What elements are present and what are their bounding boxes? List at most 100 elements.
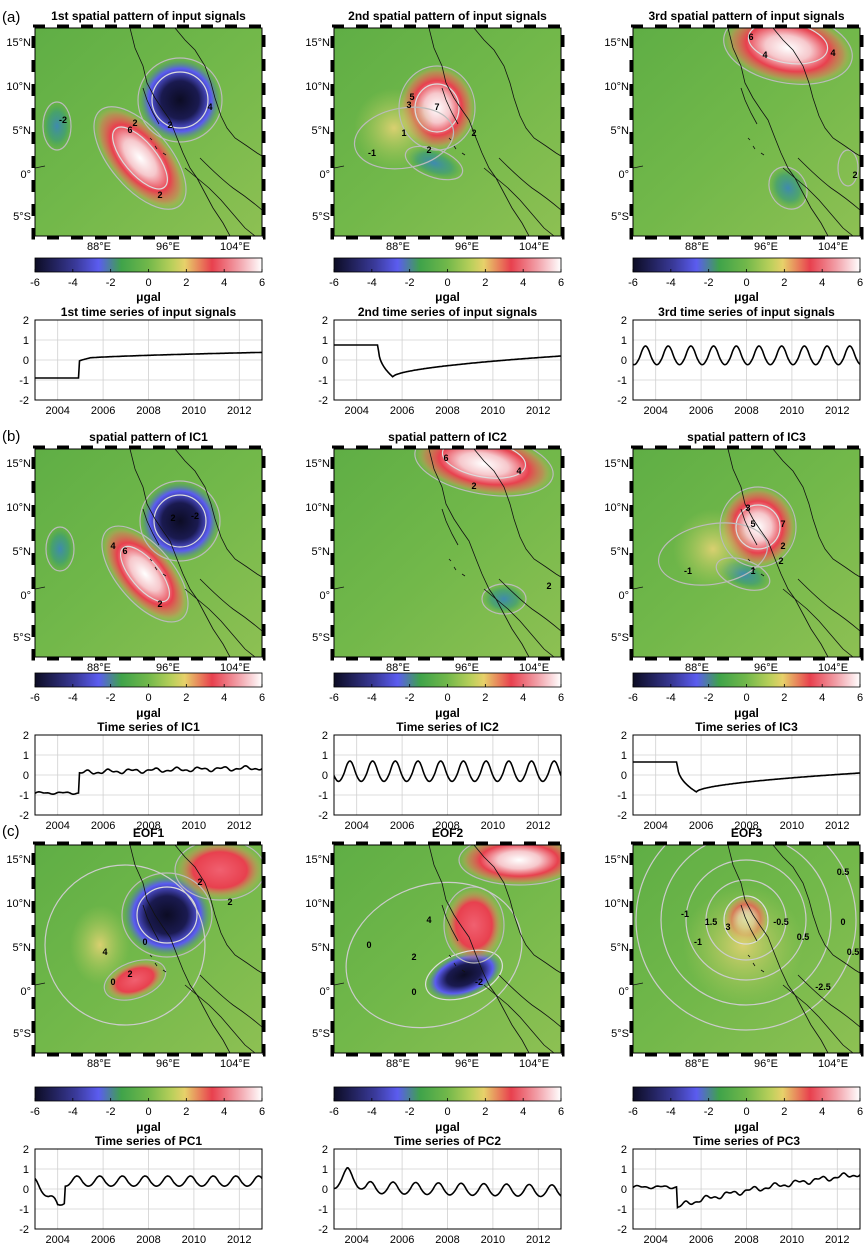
map-border — [330, 841, 565, 1057]
lat-tick-label: 5°N — [611, 125, 630, 137]
series-line — [633, 1172, 860, 1210]
map-frame — [34, 27, 263, 237]
colorbar-tick-label: -2 — [405, 1106, 415, 1118]
lat-tick-label: 0° — [20, 169, 31, 181]
lat-tick-label: 10°N — [6, 81, 31, 93]
lat-tick-label: 10°N — [604, 81, 629, 93]
y-tick-label: -1 — [19, 375, 29, 387]
map-frame — [34, 844, 263, 1054]
map-area: 64 42 — [633, 28, 860, 236]
contour-line — [458, 845, 561, 886]
coastline — [772, 845, 860, 974]
colorbar-tick-label: 4 — [520, 277, 526, 289]
y-tick-label: 1 — [322, 750, 328, 762]
y-tick-label: -2 — [617, 1224, 627, 1236]
lon-tick-label: 88°E — [87, 241, 111, 253]
y-tick-label: 0 — [23, 770, 29, 782]
contour-line — [657, 522, 769, 586]
plot-area — [35, 351, 262, 379]
colorbar-tick-label: 2 — [482, 277, 488, 289]
series-title: 1st time series of input signals — [61, 305, 237, 319]
spatial-map: 4 6 2 2 -2 15°N 10°N 5°N 0° 5°S 88°E 96°E 104°E — [6, 445, 266, 674]
colorbar-tick-label: -6 — [628, 692, 638, 704]
spatial-map: 53 7 2 1 2 -1 15°N 10°N 5°N 0° 5°S 88°E 96°E 104°E — [305, 24, 565, 253]
series-line — [633, 345, 860, 366]
colorbar-tick-label: 6 — [259, 1106, 265, 1118]
y-tick-label: -2 — [19, 810, 29, 822]
lat-tick-label: 10°N — [6, 502, 31, 514]
colorbar-tick-label: 4 — [221, 277, 227, 289]
lat-tick-label: 15°N — [6, 458, 31, 470]
y-tick-label: 0 — [621, 355, 627, 367]
colorbar-unit: μgal — [136, 706, 161, 720]
coastline — [797, 974, 860, 1028]
contour-label: 2 — [471, 481, 476, 491]
colorbar-tick-label: 6 — [259, 692, 265, 704]
plot-area — [633, 345, 860, 366]
contour-label: 3 — [406, 100, 411, 110]
y-tick-label: 1 — [23, 335, 29, 347]
contour-line — [441, 449, 527, 479]
contour-label: 1 — [401, 128, 406, 138]
x-tick-label: 2010 — [481, 1234, 505, 1246]
contour-label: 2 — [132, 118, 137, 128]
x-tick-label: 2004 — [344, 1234, 368, 1246]
x-tick-label: 2008 — [435, 820, 459, 832]
coastline — [142, 87, 160, 125]
colorbar-tick-label: -4 — [367, 1106, 377, 1118]
coastline — [740, 87, 758, 125]
contour-line — [353, 106, 455, 170]
contour-label: 2 — [411, 952, 416, 962]
x-tick-label: 2010 — [780, 820, 804, 832]
lat-tick-label: 5°N — [611, 546, 630, 558]
x-tick-label: 2006 — [390, 405, 414, 417]
plot-area — [633, 1172, 860, 1210]
coastline — [727, 28, 829, 236]
x-tick-label: 2010 — [182, 820, 206, 832]
contour-line — [44, 864, 206, 1026]
coastline — [797, 157, 860, 211]
contour-label: 2 — [197, 877, 202, 887]
x-tick-label: 2012 — [526, 820, 550, 832]
map-title: EOF3 — [731, 826, 763, 840]
colorbar-tick-label: 4 — [520, 1106, 526, 1118]
x-tick-label: 2012 — [227, 1234, 251, 1246]
lon-tick-label: 96°E — [754, 662, 778, 674]
contour-label: 4 — [426, 915, 431, 925]
y-tick-label: -1 — [318, 1204, 328, 1216]
plot-border — [34, 1148, 263, 1230]
colorbar-tick-label: 4 — [221, 1106, 227, 1118]
colorbar-unit: μgal — [435, 1120, 460, 1134]
contour-label: 6 — [443, 453, 448, 463]
plot-border — [632, 734, 861, 816]
coastline — [35, 165, 46, 169]
contour-label: 5 — [409, 92, 414, 102]
lon-tick-label: 104°E — [818, 241, 848, 253]
colorbar-tick-label: -4 — [666, 1106, 676, 1118]
x-tick-label: 2012 — [825, 1234, 849, 1246]
anomaly-field — [444, 887, 504, 963]
coastline — [129, 845, 231, 1053]
coastline — [498, 974, 561, 1028]
panel-label: (c) — [2, 823, 20, 840]
x-tick-label: 2004 — [643, 405, 667, 417]
colorbar-tick-label: 0 — [444, 692, 450, 704]
colorbar-tick-label: -6 — [628, 277, 638, 289]
contour-line — [735, 504, 781, 550]
contour-label: 3 — [745, 503, 750, 513]
anomaly-field — [683, 885, 803, 1005]
contour-line — [112, 126, 168, 190]
y-tick-label: 0 — [322, 1184, 328, 1196]
contour-label: 2 — [780, 541, 785, 551]
colorbar-tick-label: -2 — [106, 277, 116, 289]
colorbar-tick-label: 2 — [183, 277, 189, 289]
map-title: EOF1 — [133, 826, 165, 840]
coastline — [498, 157, 561, 211]
colorbar-tick-label: 0 — [743, 692, 749, 704]
coastline — [142, 904, 160, 942]
x-tick-label: 2008 — [734, 820, 758, 832]
lat-tick-label: 0° — [618, 169, 629, 181]
coastline — [747, 954, 765, 973]
colorbar: -6 -4 -2 0 2 4 6 — [30, 257, 265, 289]
